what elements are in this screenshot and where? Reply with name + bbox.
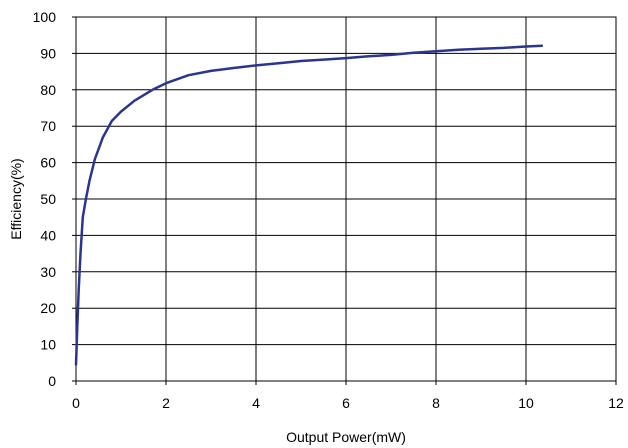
x-axis-title: Output Power(mW) — [286, 429, 406, 445]
x-tick-label: 12 — [608, 395, 624, 411]
x-tick-label: 10 — [518, 395, 534, 411]
y-tick-label: 20 — [40, 300, 56, 316]
x-tick-label: 4 — [252, 395, 260, 411]
y-tick-label: 0 — [48, 373, 56, 389]
x-tick-label: 0 — [72, 395, 80, 411]
x-tick-label: 8 — [432, 395, 440, 411]
y-tick-label: 30 — [40, 264, 56, 280]
y-tick-label: 70 — [40, 118, 56, 134]
y-tick-label: 100 — [33, 9, 57, 25]
x-tick-label: 2 — [162, 395, 170, 411]
x-tick-label: 6 — [342, 395, 350, 411]
axis-ticks: 0 2 4 6 8 10 12 0 10 20 30 40 50 60 70 80 90 100 — [33, 9, 624, 411]
y-tick-label: 50 — [40, 191, 56, 207]
y-tick-label: 60 — [40, 155, 56, 171]
y-tick-label: 90 — [40, 45, 56, 61]
efficiency-series-line — [74, 44, 544, 366]
y-axis-title: Efficiency(%) — [8, 158, 24, 239]
series-layer — [74, 44, 544, 366]
y-tick-label: 40 — [40, 227, 56, 243]
y-tick-label: 80 — [40, 82, 56, 98]
y-tick-label: 10 — [40, 337, 56, 353]
